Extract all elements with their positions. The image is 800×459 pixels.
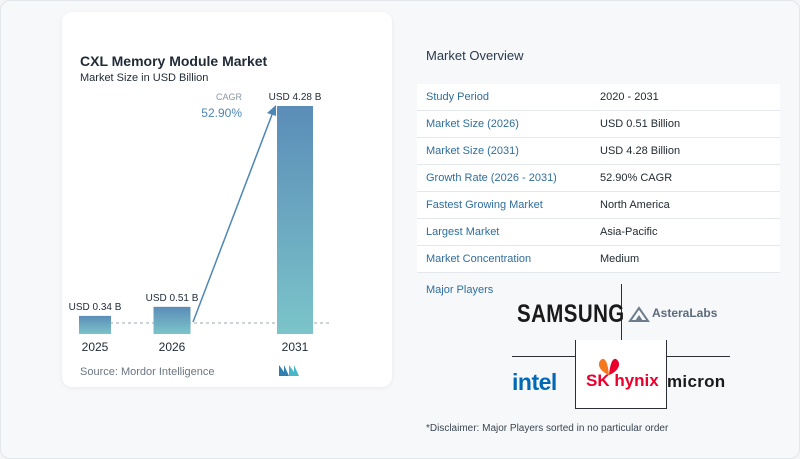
mordor-logo-icon [279,365,299,376]
logo-divider [665,356,730,357]
table-row: Growth Rate (2026 - 2031) 52.90% CAGR [417,164,780,192]
table-row: Market Size (2026) USD 0.51 Billion [417,110,780,138]
bar-2031 [277,106,313,334]
chart-card [62,12,392,387]
overview-key: Market Size (2026) [417,110,591,138]
cagr-value: 52.90% [201,106,242,120]
overview-value: Asia-Pacific [591,218,780,246]
cagr-label: CAGR [216,92,243,102]
micron-logo: micron [667,372,726,391]
table-row: Largest Market Asia-Pacific [417,218,780,246]
disclaimer-text: *Disclaimer: Major Players sorted in no … [426,423,669,434]
overview-value: 2020 - 2031 [591,84,780,111]
overview-value: 52.90% CAGR [591,164,780,192]
sk-hynix-logo-box [575,340,667,409]
x-ticks-group: 2025 2026 2031 [82,340,309,354]
overview-key: Growth Rate (2026 - 2031) [417,164,591,192]
sk-butterfly-icon [598,358,620,375]
x-tick-label: 2026 [159,340,186,354]
overview-key: Study Period [417,84,591,111]
table-row: Fastest Growing Market North America [417,191,780,219]
asteralabs-mark-icon [628,306,650,322]
samsung-logo: SAMSUNG [517,300,625,328]
logo-divider [621,284,622,340]
overview-value: Medium [591,245,780,273]
sk-hynix-logo: SK hynix [586,358,659,391]
overview-value: North America [591,191,780,219]
overview-key: Fastest Growing Market [417,191,591,219]
intel-logo: intel [512,369,557,395]
overview-key: Market Size (2031) [417,137,591,165]
bar-data-label: USD 0.51 B [146,293,199,304]
major-players-label: Major Players [426,284,494,296]
logo-divider [512,356,575,357]
bar-data-label: USD 0.34 B [69,302,122,313]
asteralabs-logo: AsteraLabs [628,306,717,322]
chart-subtitle: Market Size in USD Billion [80,72,209,84]
overview-key: Largest Market [417,218,591,246]
bar-data-label: USD 4.28 B [269,92,322,103]
chart-title: CXL Memory Module Market [80,53,268,69]
overview-value: USD 0.51 Billion [591,110,780,138]
table-row: Market Concentration Medium [417,245,780,273]
cagr-arrow-line [192,111,274,323]
x-tick-label: 2025 [82,340,109,354]
sk-hynix-wordmark: SK hynix [586,371,659,390]
table-row: Study Period 2020 - 2031 [417,84,780,111]
table-row: Market Size (2031) USD 4.28 Billion [417,137,780,165]
bar-labels-group: USD 0.34 B USD 0.51 B USD 4.28 B [69,92,322,313]
source-text: Source: Mordor Intelligence [80,366,215,378]
market-overview-table: Study Period 2020 - 2031 Market Size (2026… [417,84,780,273]
overview-value: USD 4.28 Billion [591,137,780,165]
bar-2025 [79,315,111,334]
bars-group [79,106,313,334]
x-tick-label: 2031 [282,340,309,354]
asteralabs-wordmark: AsteraLabs [652,306,718,321]
cagr-arrowhead [267,105,276,116]
overview-key: Market Concentration [417,245,591,273]
market-overview-title: Market Overview [426,48,524,63]
bar-2026 [153,306,191,334]
